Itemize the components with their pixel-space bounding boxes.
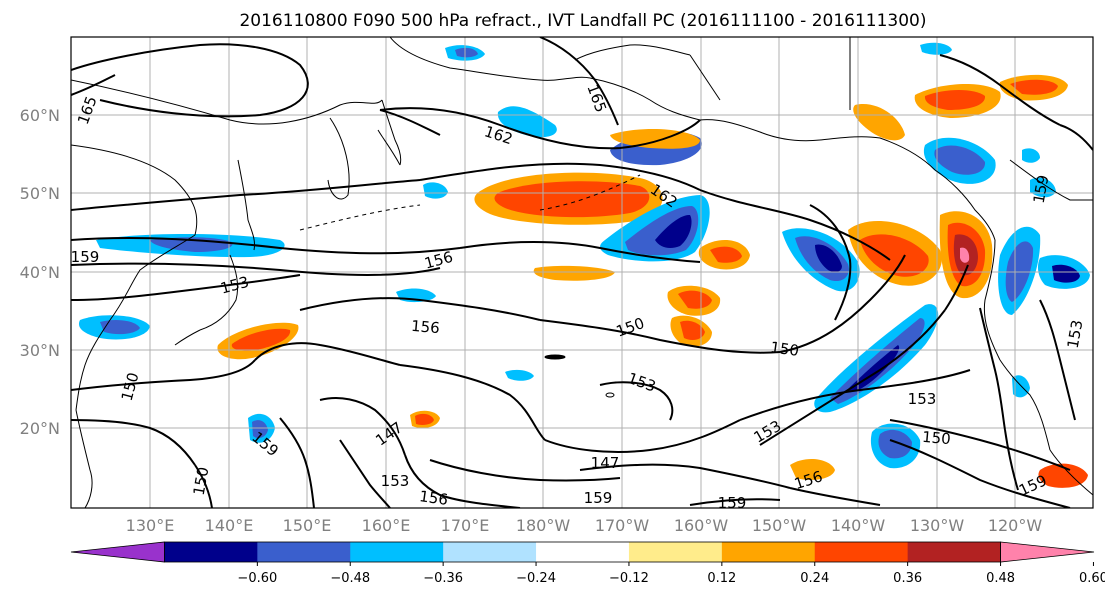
lon-label: 130°W [910, 516, 965, 535]
shade-positive [1038, 463, 1088, 488]
colorbar-tick-label: −0.12 [609, 571, 649, 586]
shade-positive [860, 234, 929, 277]
colorbar-segments [70, 541, 1095, 563]
contour-label: 156 [418, 487, 449, 509]
shade-positive [924, 90, 986, 110]
contour-label: 153 [381, 472, 410, 490]
lat-label: 60°N [20, 106, 60, 125]
shade-negative [878, 429, 912, 459]
shade-negative [1022, 148, 1040, 163]
contours [71, 37, 1093, 508]
colorbar-tick-label: −0.36 [423, 571, 463, 586]
contour-label: 150 [769, 338, 800, 360]
shade-negative [815, 244, 842, 273]
shade-negative [830, 318, 925, 404]
contour-label: 153 [908, 390, 937, 408]
shade-positive [533, 265, 615, 281]
shade-positive [853, 104, 905, 141]
shade-negative [423, 182, 448, 199]
lat-label: 30°N [20, 341, 60, 360]
colorbar-segment [814, 542, 909, 562]
lon-label: 160°E [362, 516, 411, 535]
lon-label: 170°E [441, 516, 490, 535]
latitude-labels: 60°N 50°N 40°N 30°N 20°N [20, 106, 60, 438]
lat-label: 50°N [20, 184, 60, 203]
lon-label: 140°E [205, 516, 254, 535]
colorbar-segment [443, 542, 537, 562]
shade-negative [655, 214, 692, 248]
shade-positive [415, 413, 434, 425]
colorbar-ticks: −0.60 −0.48 −0.36 −0.24 −0.12 0.12 0.24 0.36 0.4… [237, 562, 1105, 586]
shade-negative [455, 47, 478, 58]
colorbar-outline [164, 541, 1001, 563]
shade-negative [1052, 264, 1080, 283]
longitude-labels: 130°E 140°E 150°E 160°E 170°E 180°W 170°… [126, 516, 1043, 535]
lon-label: 160°W [674, 516, 729, 535]
shade-negative [252, 420, 268, 438]
coastlines [71, 37, 1093, 508]
colorbar-tick-label: −0.48 [330, 571, 370, 586]
shade-positive [1010, 79, 1058, 95]
map-title: 2016110800 F090 500 hPa refract., IVT La… [239, 11, 926, 31]
colorbar-tick-label: 0.24 [800, 571, 829, 586]
contour-label: 150 [190, 465, 213, 496]
colorbar: −0.60 −0.48 −0.36 −0.24 −0.12 0.12 0.24 0.36 0.4… [70, 541, 1105, 586]
shade-negative [1030, 177, 1056, 198]
shade-positive [678, 290, 712, 309]
lat-label: 20°N [20, 419, 60, 438]
contour-label: 150 [921, 428, 951, 448]
contour-label: 159 [718, 494, 747, 512]
lon-label: 130°E [126, 516, 175, 535]
shade-positive [710, 246, 742, 263]
colorbar-segment [257, 542, 351, 562]
colorbar-tick-label: −0.24 [516, 571, 556, 586]
shade-negative [100, 320, 140, 335]
map-panel: 165 162 165 162 159 156 153 156 150 150 … [20, 36, 1094, 535]
colorbar-segment [721, 542, 816, 562]
colorbar-tick-label: 0.12 [707, 571, 736, 586]
shade-negative [920, 42, 952, 55]
contour-label: 156 [410, 317, 440, 337]
lon-label: 170°W [595, 516, 650, 535]
colorbar-tick-label: 0.48 [986, 571, 1015, 586]
colorbar-tick-label: −0.60 [237, 571, 277, 586]
colorbar-tick-label: 0.36 [893, 571, 922, 586]
lon-label: 150°W [752, 516, 807, 535]
contour-label: 159 [1030, 173, 1053, 204]
shade-positive [231, 328, 291, 351]
shaded-fields [78, 42, 1090, 488]
colorbar-segment [536, 542, 630, 562]
colorbar-extend-low [70, 541, 165, 563]
lon-label: 180°W [516, 516, 571, 535]
shade-negative [505, 369, 534, 381]
colorbar-segment [907, 542, 1002, 562]
colorbar-tick-label: 0.60 [1079, 571, 1105, 586]
shade-negative [934, 145, 986, 175]
shade-negative [845, 345, 900, 393]
map-border [70, 36, 1094, 509]
lon-label: 150°E [283, 516, 332, 535]
colorbar-extend-high [1000, 541, 1095, 563]
colorbar-segment [350, 542, 444, 562]
contour-label: 159 [584, 489, 613, 507]
contour-label: 159 [71, 248, 100, 266]
shade-positive [680, 320, 705, 340]
contour-label: 147 [591, 454, 620, 472]
lat-label: 40°N [20, 263, 60, 282]
shade-positive [494, 181, 650, 218]
shade-positive [790, 458, 835, 480]
contour-label: 153 [1064, 318, 1087, 349]
lon-label: 140°W [831, 516, 886, 535]
shade-positive [960, 247, 970, 263]
lon-label: 120°W [988, 516, 1043, 535]
colorbar-segment [164, 542, 258, 562]
colorbar-segment [628, 542, 723, 562]
